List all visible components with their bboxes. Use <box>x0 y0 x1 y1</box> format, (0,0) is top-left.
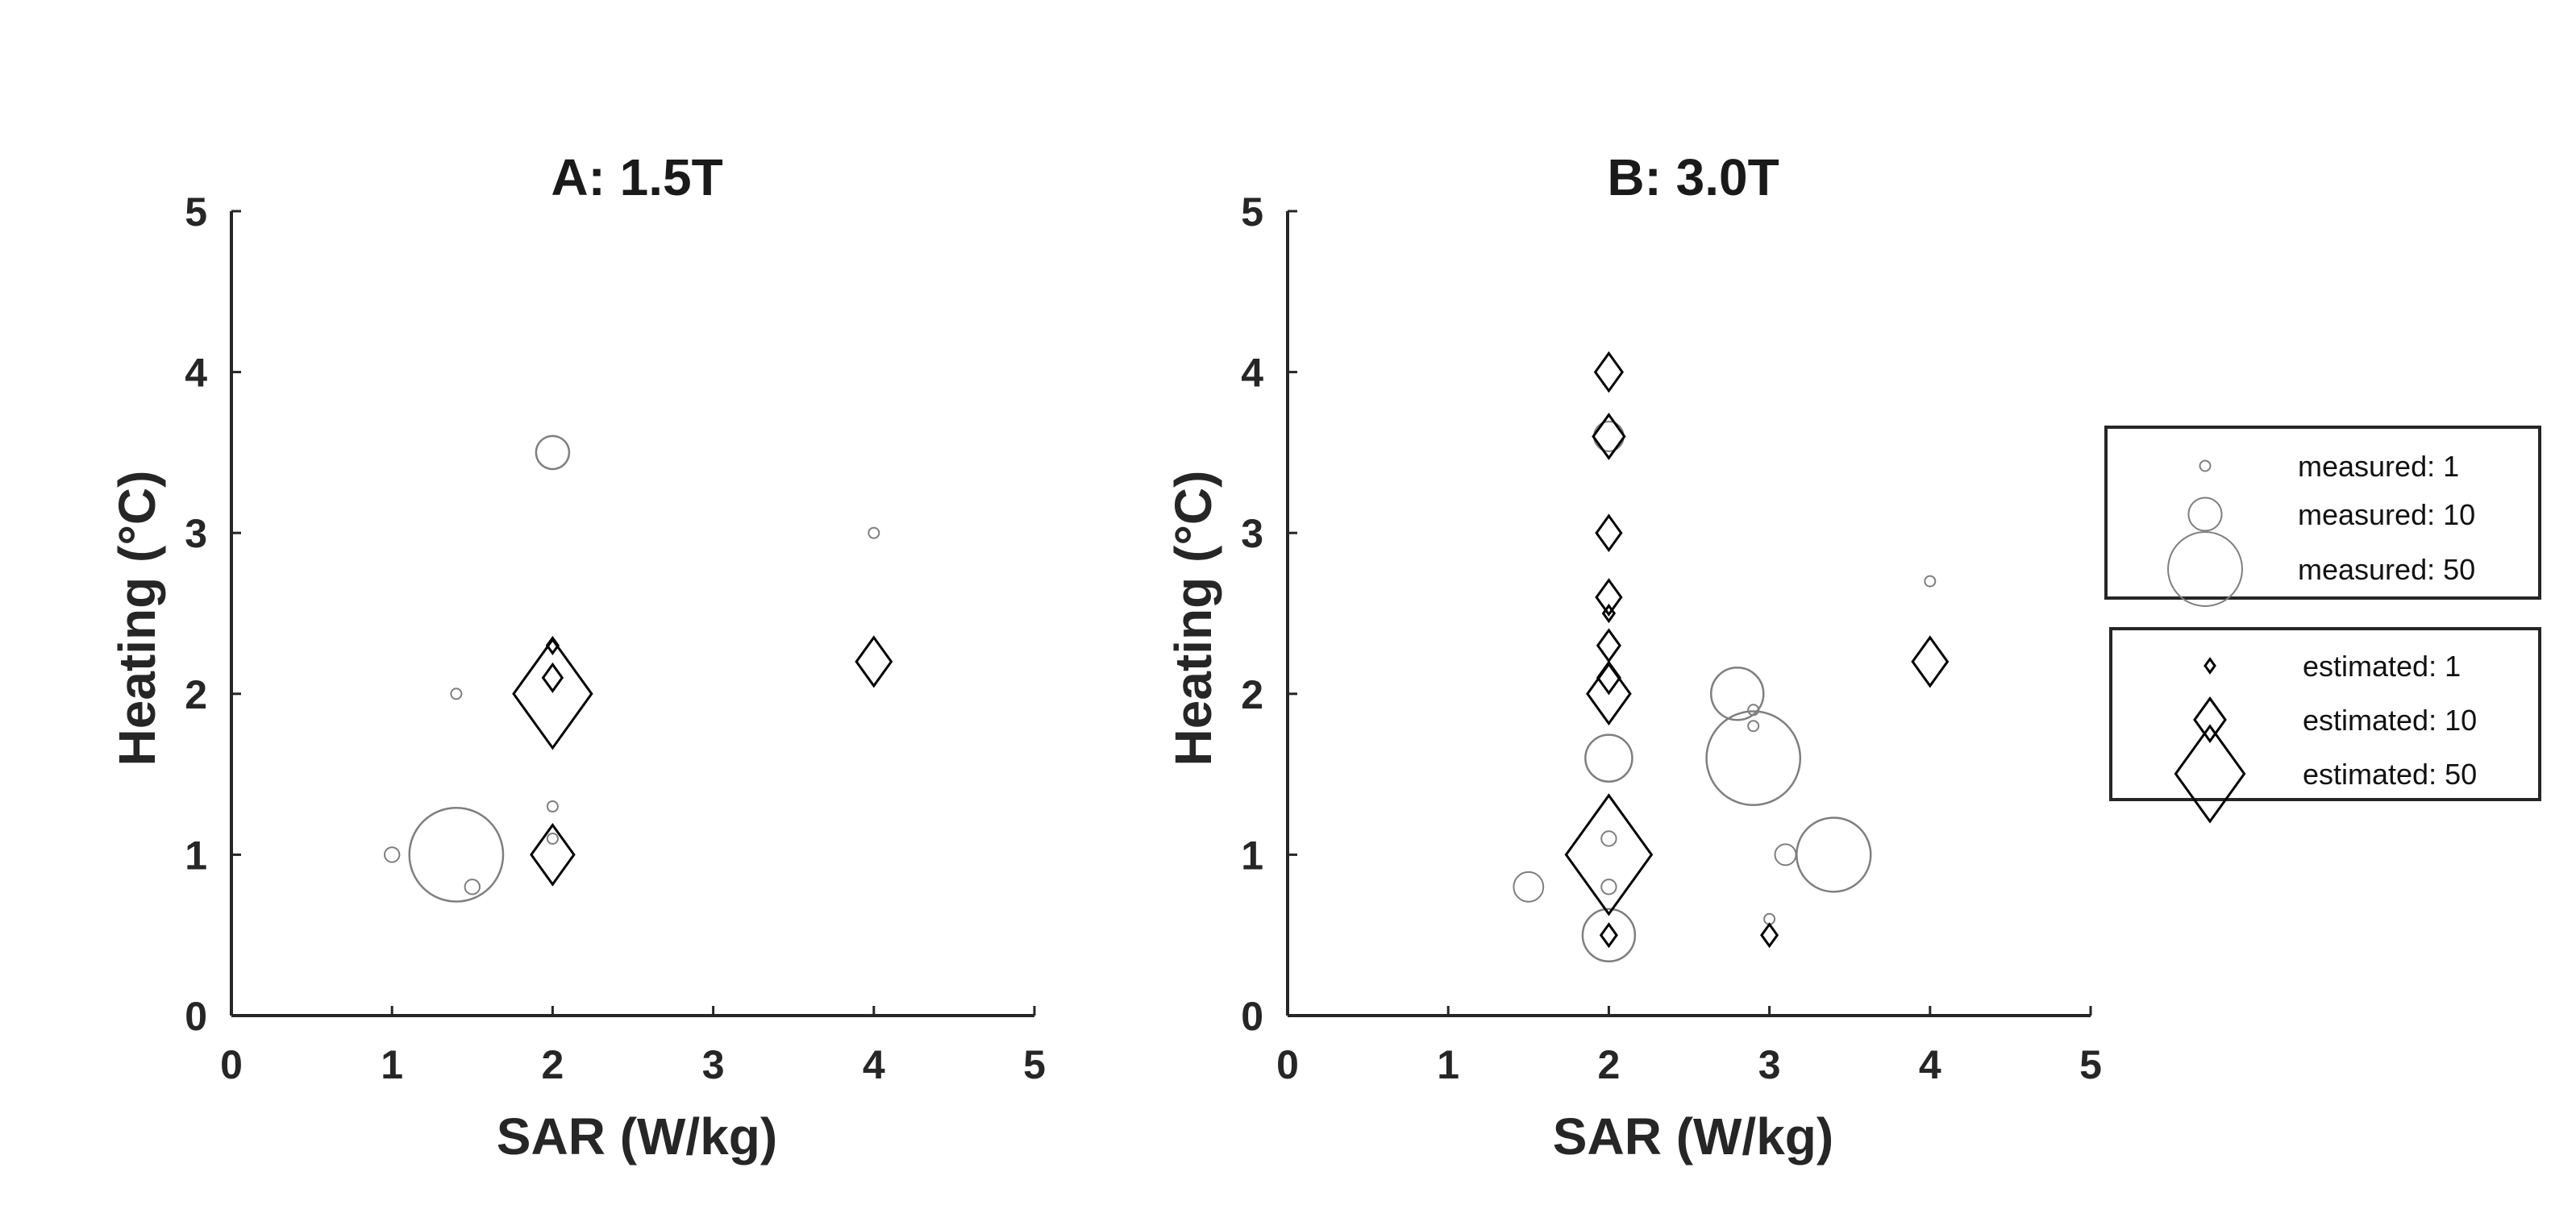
panel-a-y-tick-label: 2 <box>185 672 207 717</box>
panel-b-measured-point <box>1796 816 1872 893</box>
panel-b-estimated-point <box>1593 351 1624 393</box>
panel-a-measured-point <box>868 526 880 539</box>
panel-b-y-tick-label: 4 <box>1241 351 1263 396</box>
panel-b-x-tick-label: 1 <box>1437 1042 1459 1087</box>
panel-a-x-tick-label: 5 <box>1023 1042 1046 1087</box>
panel-b-title: B: 3.0T <box>1607 148 1779 206</box>
panel-b-measured-point <box>1924 575 1937 588</box>
panel-a-measured-point <box>408 807 505 903</box>
panel-b-measured-point <box>1705 710 1802 807</box>
legend-estimated-entry-label: estimated: 1 <box>2303 650 2461 683</box>
panel-a-estimated-point <box>530 823 576 887</box>
panel-b-y-tick-label: 5 <box>1241 189 1263 235</box>
panel-a-y-tick-label: 5 <box>185 189 207 235</box>
panel-b-estimated-point <box>1911 635 1950 688</box>
panel-b-estimated-point <box>1760 922 1779 949</box>
legend-estimated-entry-label: estimated: 50 <box>2303 758 2477 791</box>
panel-b-marks <box>1513 351 1950 962</box>
panel-b-estimated-point <box>1595 578 1623 617</box>
panel-b-x-tick-label: 4 <box>1919 1042 1941 1087</box>
panel-a-estimated-point <box>855 635 893 688</box>
legend-estimated-box <box>2109 627 2541 801</box>
panel-b-measured-point <box>1600 879 1617 895</box>
panel-a-y-tick-label: 0 <box>185 994 207 1039</box>
panel-b-estimated-point <box>1592 413 1626 460</box>
panel-a-estimated-point <box>541 662 564 693</box>
panel-b-estimated-point <box>1595 513 1623 553</box>
panel-a-measured-point <box>546 832 559 845</box>
panel-b-estimated-point <box>1601 603 1617 624</box>
panel-a-x-tick-label: 0 <box>220 1042 243 1087</box>
legend-measured-entry-label: measured: 10 <box>2298 498 2475 531</box>
legend-estimated: estimated: 1 estimated: 10 estimated: 50 <box>2109 627 2541 824</box>
panel-b-estimated-point <box>1599 922 1618 949</box>
panel-b-x-tick-label: 2 <box>1597 1042 1620 1087</box>
legend-measured-entry-label: measured: 50 <box>2298 553 2475 586</box>
panel-b-x-tick-label: 3 <box>1758 1042 1781 1087</box>
panel-a-title: A: 1.5T <box>551 148 722 206</box>
legend-estimated-swatch <box>2204 657 2216 675</box>
panel-b-measured-point <box>1747 704 1760 717</box>
panel-b-x-tick-label: 0 <box>1276 1042 1299 1087</box>
legend-measured-entry-label: measured: 1 <box>2298 450 2459 483</box>
panel-a-y-tick-label: 4 <box>185 351 207 396</box>
legend-estimated-swatch <box>2193 696 2227 744</box>
panel-b-y-axis-label: Heating (°C) <box>1164 471 1222 767</box>
legend-measured-box <box>2104 426 2541 600</box>
panel-b-y-tick-label: 2 <box>1241 672 1263 717</box>
panel-a-measured-point <box>546 800 559 813</box>
panel-a-measured-point <box>535 434 571 471</box>
panel-a-x-axis-label: SAR (W/kg) <box>497 1107 777 1166</box>
panel-a-measured-point <box>450 688 463 700</box>
panel-a-x-tick-label: 1 <box>381 1042 403 1087</box>
panel-b-measured-point <box>1600 830 1617 847</box>
panel-b-estimated-point <box>1564 793 1654 916</box>
panel-b-x-tick-label: 5 <box>2079 1042 2102 1087</box>
panel-a: A: 1.5T 0 1 2 3 4 5 0 1 2 3 4 5 SAR (W/kg) Heating … <box>108 148 1046 1166</box>
panel-a-y-axis-label: Heating (°C) <box>108 471 166 767</box>
legend-estimated-swatch <box>2174 724 2246 824</box>
legend-measured: measured: 1 measured: 10 measured: 50 <box>2104 426 2541 607</box>
legend-estimated-entry-label: estimated: 10 <box>2303 704 2477 737</box>
panel-b: B: 3.0T 0 1 2 3 4 5 0 1 2 3 4 5 SAR (W/kg) Heating … <box>1164 148 2102 1166</box>
panel-b-measured-point <box>1513 871 1545 903</box>
panel-b-measured-point <box>1710 667 1765 721</box>
panel-a-marks <box>384 434 893 903</box>
panel-a-x-tick-label: 3 <box>702 1042 725 1087</box>
panel-b-y-tick-label: 1 <box>1241 833 1263 878</box>
panel-a-x-tick-label: 2 <box>541 1042 564 1087</box>
panel-a-x-tick-label: 4 <box>863 1042 885 1087</box>
panel-a-measured-point <box>464 879 481 895</box>
panel-b-estimated-point <box>1586 662 1632 726</box>
panel-b-axes: 0 1 2 3 4 5 0 1 2 3 4 5 <box>1241 189 2102 1087</box>
legend-measured-swatch <box>2199 459 2212 472</box>
panel-b-y-tick-label: 3 <box>1241 511 1263 556</box>
panel-b-measured-point <box>1584 733 1633 783</box>
panel-a-y-tick-label: 3 <box>185 511 207 556</box>
panel-a-axes: 0 1 2 3 4 5 0 1 2 3 4 5 <box>185 189 1046 1087</box>
legend-measured-swatch <box>2167 531 2243 607</box>
panel-a-y-tick-label: 1 <box>185 833 207 878</box>
panel-b-measured-point <box>1581 908 1637 962</box>
panel-a-estimated-point <box>512 638 593 750</box>
legend-measured-swatch <box>2187 497 2223 532</box>
panel-a-measured-point <box>384 846 401 863</box>
panel-b-x-axis-label: SAR (W/kg) <box>1553 1107 1833 1166</box>
panel-b-measured-point <box>1747 720 1760 733</box>
panel-b-y-tick-label: 0 <box>1241 994 1263 1039</box>
